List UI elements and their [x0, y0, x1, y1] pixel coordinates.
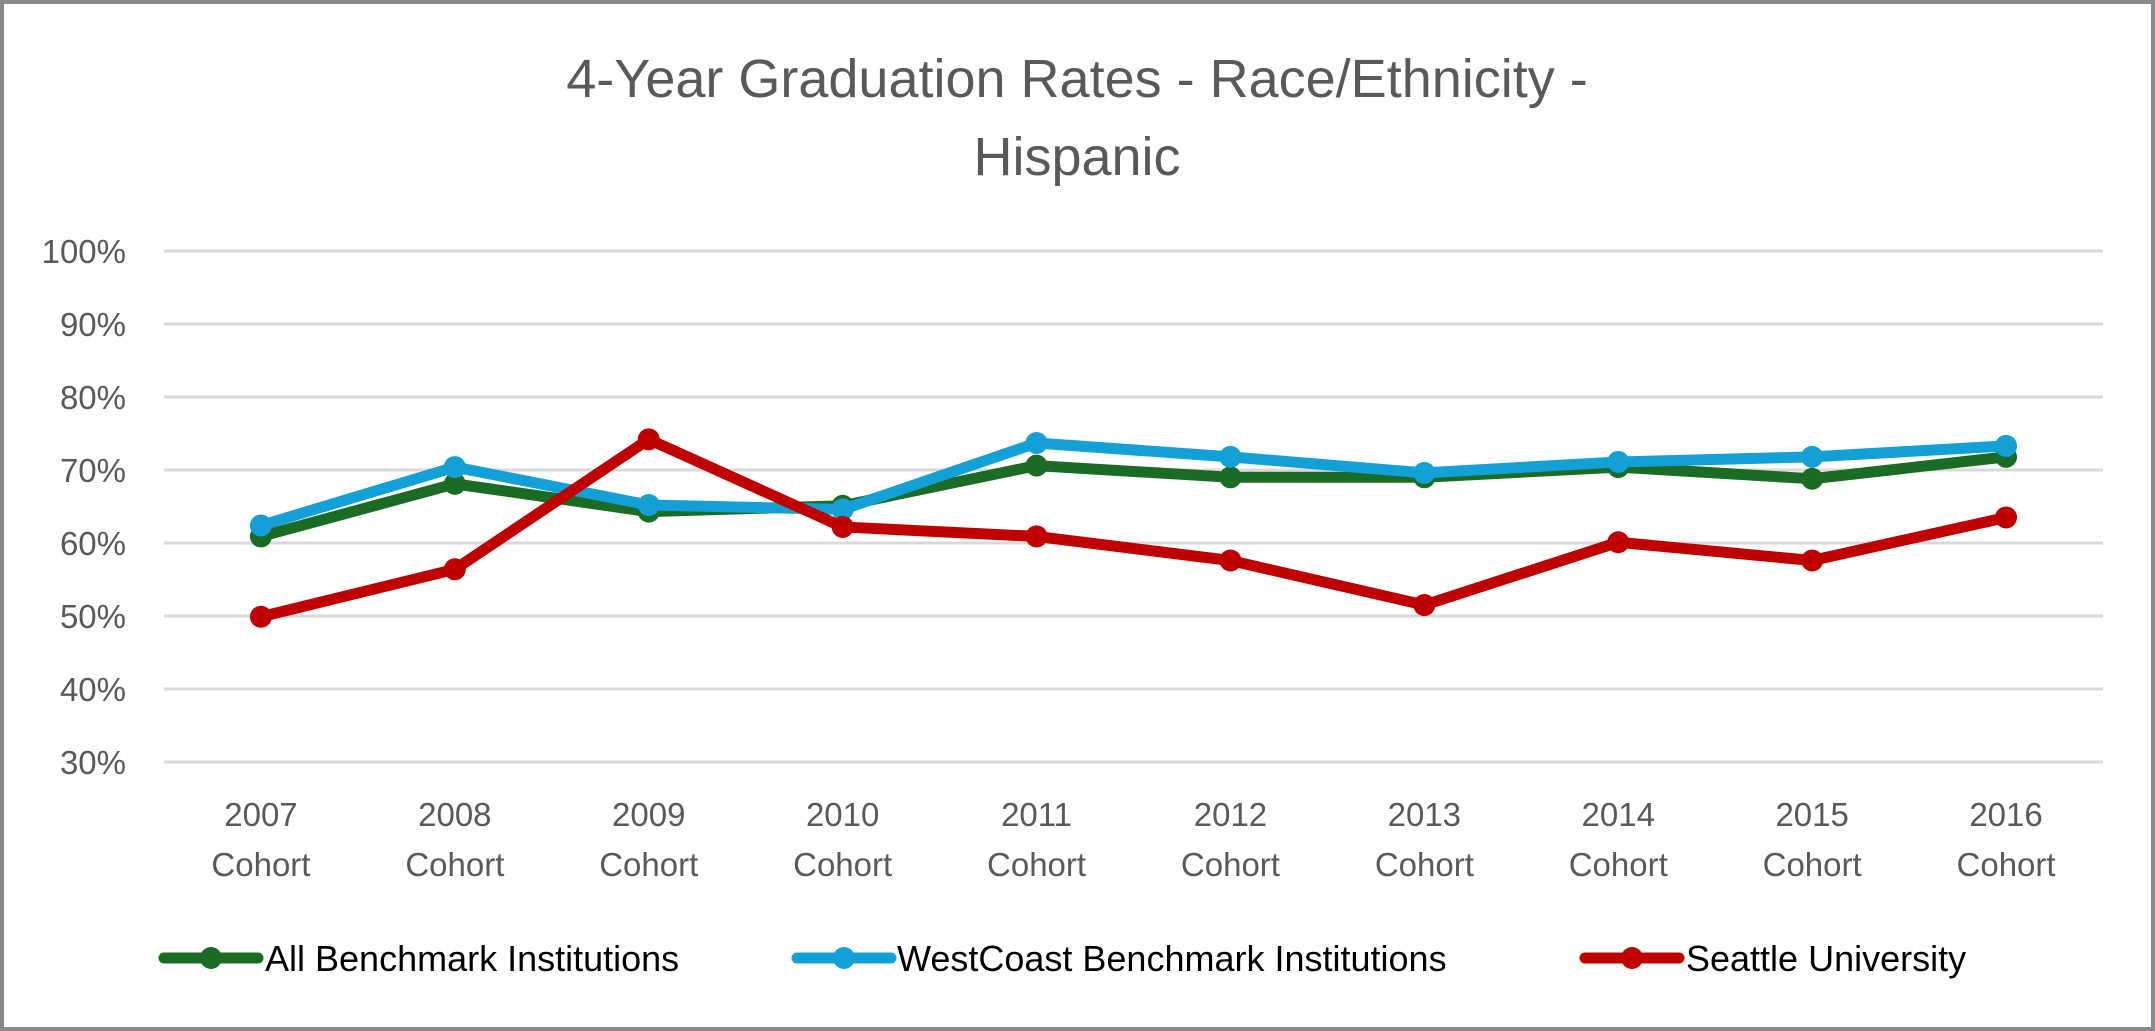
legend-marker-swatch	[200, 947, 222, 969]
legend-label: WestCoast Benchmark Institutions	[897, 938, 1447, 979]
x-tick-label-year: 2011	[1001, 796, 1072, 833]
x-tick-label-cohort: Cohort	[211, 846, 310, 883]
legend-item[interactable]: All Benchmark Institutions	[158, 938, 679, 979]
series-westcoast-benchmark-institutions	[249, 431, 2018, 537]
x-tick-label-year: 2007	[224, 796, 297, 833]
legend-item[interactable]: WestCoast Benchmark Institutions	[791, 938, 1447, 979]
y-tick-label: 50%	[60, 598, 126, 635]
y-tick-label: 80%	[60, 379, 126, 416]
data-point[interactable]	[1995, 434, 2018, 457]
x-tick-label-cohort: Cohort	[1569, 846, 1668, 883]
x-tick-label-year: 2016	[1969, 796, 2042, 833]
y-tick-label: 90%	[60, 306, 126, 343]
data-point[interactable]	[1801, 549, 1824, 572]
data-point[interactable]	[1607, 450, 1630, 473]
data-point[interactable]	[1025, 525, 1048, 548]
data-point[interactable]	[1995, 506, 2018, 529]
y-tick-label: 100%	[42, 233, 126, 270]
data-point[interactable]	[831, 498, 854, 521]
data-point[interactable]	[831, 515, 854, 538]
data-point[interactable]	[1025, 431, 1048, 454]
data-point[interactable]	[1219, 445, 1242, 468]
x-tick-label-cohort: Cohort	[599, 846, 698, 883]
chart-title-line-1: 4-Year Graduation Rates - Race/Ethnicity…	[566, 49, 1588, 109]
data-point[interactable]	[1607, 531, 1630, 554]
x-tick-label-year: 2013	[1388, 796, 1461, 833]
y-tick-label: 60%	[60, 525, 126, 562]
legend-label: All Benchmark Institutions	[265, 938, 679, 979]
chart-title: 4-Year Graduation Rates - Race/Ethnicity…	[566, 49, 1588, 187]
y-tick-label: 40%	[60, 671, 126, 708]
x-tick-label-year: 2015	[1775, 796, 1848, 833]
series-line	[255, 433, 2012, 623]
legend-marker-swatch	[833, 947, 855, 969]
legend: All Benchmark Institutions WestCoast Benc…	[158, 938, 1966, 979]
x-tick-label-year: 2014	[1582, 796, 1655, 833]
legend-label: Seattle University	[1686, 938, 1966, 979]
series-line	[255, 437, 2012, 531]
data-point[interactable]	[1801, 445, 1824, 468]
series-seattle-university	[249, 428, 2018, 628]
series-lines	[249, 428, 2018, 628]
data-point[interactable]	[1025, 454, 1048, 477]
data-point[interactable]	[1219, 466, 1242, 489]
data-point[interactable]	[249, 514, 272, 537]
data-point[interactable]	[443, 456, 466, 479]
x-tick-label-cohort: Cohort	[987, 846, 1086, 883]
x-tick-label-cohort: Cohort	[793, 846, 892, 883]
data-point[interactable]	[249, 605, 272, 628]
x-tick-label-cohort: Cohort	[1181, 846, 1280, 883]
data-point[interactable]	[1413, 594, 1436, 617]
x-axis-tick-labels: 2007 Cohort 2008 Cohort 2009 Cohort 2010 Cohort…	[211, 796, 2055, 883]
x-tick-label-cohort: Cohort	[1763, 846, 1862, 883]
data-point[interactable]	[443, 558, 466, 581]
data-point[interactable]	[637, 494, 660, 517]
x-tick-label-year: 2008	[418, 796, 491, 833]
x-tick-label-cohort: Cohort	[1957, 846, 2056, 883]
data-point[interactable]	[1413, 461, 1436, 484]
y-tick-label: 70%	[60, 452, 126, 489]
legend-marker-swatch	[1621, 947, 1643, 969]
y-axis-tick-labels: 100% 90% 80% 70% 60% 50% 40% 30%	[42, 233, 126, 781]
x-tick-label-year: 2010	[806, 796, 879, 833]
data-point[interactable]	[637, 428, 660, 451]
y-tick-label: 30%	[60, 744, 126, 781]
x-tick-label-cohort: Cohort	[405, 846, 504, 883]
x-tick-label-year: 2009	[612, 796, 685, 833]
legend-item[interactable]: Seattle University	[1579, 938, 1966, 979]
data-point[interactable]	[443, 472, 466, 495]
x-tick-label-cohort: Cohort	[1375, 846, 1474, 883]
x-tick-label-year: 2012	[1194, 796, 1267, 833]
data-point[interactable]	[1801, 467, 1824, 490]
data-point[interactable]	[1219, 549, 1242, 572]
chart-title-line-2: Hispanic	[973, 127, 1180, 187]
gridlines	[164, 249, 2103, 764]
